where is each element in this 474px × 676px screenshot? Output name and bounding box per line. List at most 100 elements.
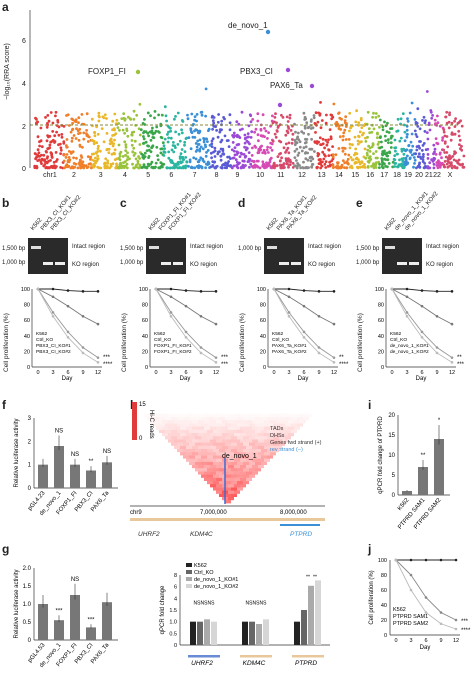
manhattan-point bbox=[265, 148, 269, 152]
legend-entry: de_novo_1_KO#2 bbox=[194, 584, 238, 590]
manhattan-point bbox=[47, 119, 51, 123]
hic-cell bbox=[243, 474, 249, 478]
manhattan-point bbox=[111, 134, 114, 137]
manhattan-point bbox=[206, 149, 210, 152]
manhattan-point bbox=[53, 140, 57, 143]
hic-track-label: TADs bbox=[270, 426, 284, 432]
manhattan-point bbox=[462, 154, 466, 158]
manhattan-point bbox=[329, 137, 333, 141]
manhattan-point bbox=[74, 137, 78, 140]
manhattan-point bbox=[291, 132, 295, 136]
manhattan-point bbox=[319, 166, 322, 170]
manhattan-point bbox=[54, 114, 57, 118]
prolif-point bbox=[184, 289, 188, 292]
manhattan-point bbox=[366, 110, 370, 114]
manhattan-point bbox=[198, 149, 202, 153]
prolif-point bbox=[405, 315, 409, 318]
hic-cell bbox=[201, 468, 207, 472]
manhattan-point bbox=[93, 134, 97, 138]
manhattan-point bbox=[263, 127, 266, 130]
manhattan-point bbox=[357, 121, 361, 125]
bar-significance: ** bbox=[421, 453, 426, 459]
manhattan-point bbox=[425, 131, 429, 134]
manhattan-point bbox=[381, 161, 385, 165]
hic-cell bbox=[291, 416, 297, 421]
hic-colorbar-min: 0 bbox=[139, 436, 143, 442]
prolif-point bbox=[302, 330, 306, 334]
manhattan-point bbox=[85, 129, 88, 132]
manhattan-point bbox=[378, 166, 381, 170]
manhattan-point bbox=[460, 144, 463, 148]
hic-cell bbox=[279, 429, 285, 433]
manhattan-point bbox=[312, 116, 316, 120]
prolif-point bbox=[184, 304, 188, 308]
manhattan-point bbox=[310, 118, 313, 122]
manhattan-point bbox=[261, 164, 265, 168]
hic-cell bbox=[207, 474, 213, 478]
manhattan-point bbox=[287, 151, 291, 155]
manhattan-point bbox=[325, 143, 329, 147]
manhattan-point bbox=[74, 118, 78, 122]
manhattan-point bbox=[263, 151, 267, 155]
prolif-point bbox=[332, 361, 336, 364]
line-xtick: 3 bbox=[409, 638, 412, 644]
manhattan-point bbox=[162, 150, 166, 154]
manhattan-point bbox=[435, 161, 439, 164]
manhattan-point bbox=[433, 118, 437, 122]
manhattan-point bbox=[153, 116, 156, 120]
hic-cell bbox=[225, 500, 231, 504]
hic-cell bbox=[228, 496, 234, 501]
manhattan-point bbox=[231, 141, 235, 144]
manhattan-point bbox=[167, 150, 171, 154]
manhattan-point bbox=[450, 131, 454, 135]
manhattan-point bbox=[436, 114, 439, 118]
manhattan-point bbox=[40, 162, 43, 166]
manhattan-point bbox=[372, 111, 375, 115]
prolif-point bbox=[169, 287, 173, 291]
prolif-point bbox=[317, 346, 321, 349]
chromosome-label: 4 bbox=[123, 172, 127, 179]
manhattan-point bbox=[343, 166, 346, 170]
hic-cell bbox=[177, 416, 183, 421]
manhattan-point bbox=[179, 152, 183, 156]
bar bbox=[418, 467, 428, 495]
gel-band-ko bbox=[55, 262, 65, 265]
manhattan-point bbox=[118, 128, 121, 132]
hic-cell bbox=[282, 420, 288, 424]
hic-cell bbox=[183, 442, 189, 446]
manhattan-point bbox=[194, 157, 198, 161]
manhattan-point bbox=[172, 150, 176, 154]
hic-cell bbox=[153, 416, 159, 421]
manhattan-point bbox=[363, 147, 367, 151]
manhattan-point bbox=[289, 129, 293, 132]
hic-cell bbox=[252, 471, 258, 475]
manhattan-point bbox=[190, 112, 194, 116]
chromosome-axis: chr1 2 3 4 5 6 7 8 9 10 11 12 13 14 15 16 17 18 19 20 21 22 X bbox=[30, 172, 470, 182]
hic-cell bbox=[225, 436, 231, 440]
bar-ytick: 0.5 bbox=[169, 631, 177, 637]
hic-cell bbox=[207, 448, 213, 453]
manhattan-point bbox=[169, 166, 172, 170]
manhattan-point bbox=[75, 156, 78, 160]
manhattan-point bbox=[234, 158, 238, 162]
manhattan-point bbox=[180, 148, 184, 151]
hic-cell bbox=[282, 432, 288, 437]
manhattan-point bbox=[304, 157, 308, 161]
chromosome-label: 5 bbox=[146, 172, 151, 179]
prolif-legend-entry: FOXP1_FI_KO#1 bbox=[154, 343, 192, 349]
manhattan-point bbox=[65, 153, 69, 156]
prolif-point bbox=[81, 315, 85, 318]
hic-cell bbox=[183, 416, 189, 421]
manhattan-point bbox=[62, 153, 66, 157]
hic-cell bbox=[246, 426, 252, 430]
hic-cell bbox=[228, 426, 234, 430]
manhattan-point bbox=[166, 140, 170, 144]
line-point bbox=[439, 611, 443, 614]
prolif-point bbox=[169, 311, 173, 314]
hic-cell bbox=[213, 461, 219, 465]
manhattan-point bbox=[422, 142, 426, 145]
manhattan-point bbox=[318, 136, 322, 140]
bar bbox=[190, 621, 196, 645]
prolif-xtick: 0 bbox=[154, 370, 157, 376]
